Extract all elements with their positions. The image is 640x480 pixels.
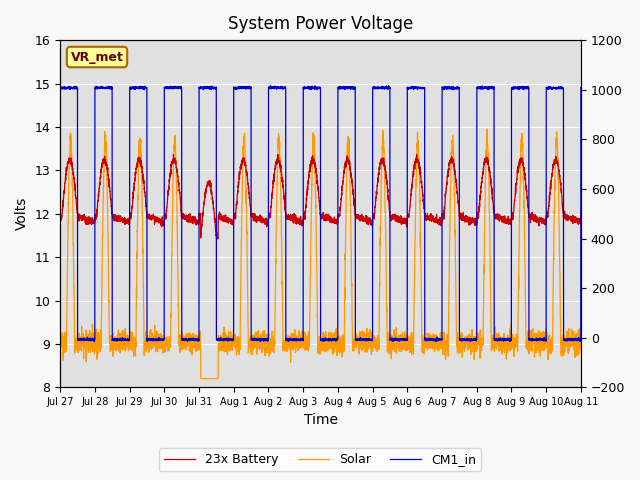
23x Battery bbox=[280, 186, 287, 192]
23x Battery bbox=[435, 219, 442, 225]
Solar bbox=[280, 343, 287, 348]
CM1_in bbox=[56, 84, 64, 90]
23x Battery bbox=[536, 218, 543, 224]
Line: CM1_in: CM1_in bbox=[60, 86, 581, 342]
Solar bbox=[483, 126, 491, 132]
Solar bbox=[561, 339, 569, 345]
CM1_in bbox=[577, 85, 585, 91]
23x Battery bbox=[214, 236, 221, 242]
Solar bbox=[304, 339, 312, 345]
Line: Solar: Solar bbox=[60, 129, 581, 379]
CM1_in bbox=[275, 85, 283, 91]
CM1_in bbox=[90, 339, 98, 345]
23x Battery bbox=[304, 182, 312, 188]
Solar bbox=[577, 344, 585, 349]
X-axis label: Time: Time bbox=[303, 413, 337, 427]
CM1_in bbox=[267, 83, 275, 89]
23x Battery bbox=[170, 151, 177, 157]
23x Battery bbox=[561, 215, 569, 220]
CM1_in bbox=[304, 84, 312, 90]
Solar bbox=[197, 376, 205, 382]
Y-axis label: Volts: Volts bbox=[15, 197, 29, 230]
Line: 23x Battery: 23x Battery bbox=[60, 154, 581, 239]
23x Battery bbox=[56, 215, 64, 220]
Solar bbox=[275, 145, 283, 151]
CM1_in bbox=[435, 337, 442, 343]
CM1_in bbox=[561, 338, 569, 344]
CM1_in bbox=[280, 85, 287, 91]
Solar bbox=[536, 344, 543, 349]
Title: System Power Voltage: System Power Voltage bbox=[228, 15, 413, 33]
23x Battery bbox=[275, 160, 283, 166]
Text: VR_met: VR_met bbox=[70, 50, 124, 63]
23x Battery bbox=[577, 209, 585, 215]
Solar bbox=[435, 343, 442, 349]
Solar bbox=[56, 339, 64, 345]
CM1_in bbox=[536, 337, 543, 343]
Legend: 23x Battery, Solar, CM1_in: 23x Battery, Solar, CM1_in bbox=[159, 448, 481, 471]
